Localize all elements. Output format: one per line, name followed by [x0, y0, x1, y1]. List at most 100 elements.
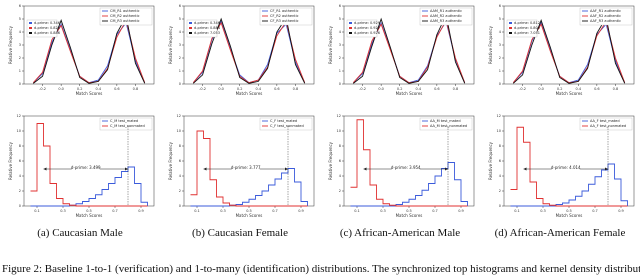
y-tick-label: 8	[19, 144, 21, 148]
x-axis-label: Match Scores	[76, 91, 103, 96]
y-axis-label: Relative Frequency	[488, 141, 493, 180]
legend-box	[579, 7, 633, 26]
x-tick-label: 0.6	[434, 87, 440, 91]
y-tick-label: 0	[179, 204, 181, 208]
arrow-head	[605, 167, 608, 171]
figure-caption: Figure 2: Baseline 1-to-1 (verification)…	[2, 263, 640, 275]
x-tick-label: 0.0	[218, 87, 224, 91]
series-line	[190, 130, 308, 207]
y-tick-label: 3	[339, 43, 341, 47]
x-tick-label: 0.7	[272, 209, 278, 213]
y-axis-label: Relative Frequency	[168, 25, 173, 64]
arrow-head	[125, 167, 128, 171]
x-tick-label: 0.4	[575, 87, 581, 91]
series-line	[30, 123, 148, 207]
x-axis-label: Match Scores	[236, 213, 263, 218]
annotation-bg	[231, 165, 260, 170]
arrow-head	[203, 167, 207, 171]
x-tick-label: 0.9	[298, 209, 304, 213]
y-tick-label: 0	[499, 204, 501, 208]
legend-label: C_F test_nonmated	[270, 124, 304, 128]
x-tick-label: 0.2	[237, 87, 243, 91]
x-tick-label: 0.9	[138, 209, 144, 213]
x-axis-label: Match Scores	[556, 213, 583, 218]
y-tick-label: 4	[499, 30, 502, 34]
series-line	[350, 119, 468, 207]
legend-label: C_M test_nonmated	[110, 124, 145, 128]
x-tick-label: 0.1	[194, 209, 200, 213]
legend-box	[99, 7, 153, 26]
annotation: d-prime: 0.886	[34, 31, 60, 35]
y-tick-label: 8	[499, 144, 501, 148]
x-tick-label: 0.2	[557, 87, 563, 91]
legend-label: AA_M test_nonmated	[430, 124, 467, 128]
x-tick-label: 0.2	[397, 87, 403, 91]
annotation-bg	[71, 165, 100, 170]
annotation-marker	[189, 27, 192, 29]
y-tick-label: 0	[19, 204, 21, 208]
annotation: d-prime: 0.812	[514, 21, 540, 25]
legend-label: AAM_R1 authentic	[430, 9, 462, 13]
y-tick-label: 0	[499, 82, 501, 86]
y-tick-label: 2	[19, 189, 21, 193]
y-tick-label: 6	[179, 4, 181, 8]
y-tick-label: 10	[17, 129, 21, 133]
annotation-marker	[509, 22, 512, 24]
subcaption: (d) African-American Female	[495, 227, 626, 239]
y-tick-label: 2	[339, 189, 341, 193]
annotation: d-prime: 7.053	[194, 31, 220, 35]
x-tick-label: 0.0	[538, 87, 544, 91]
annotation-box	[26, 19, 58, 38]
annotation: d-prime: 0.825	[34, 26, 60, 30]
x-tick-label: -0.2	[199, 87, 206, 91]
x-tick-label: -0.2	[39, 87, 46, 91]
y-tick-label: 8	[179, 144, 181, 148]
x-axis-label: Match Scores	[396, 91, 423, 96]
annotation-marker	[29, 27, 32, 29]
x-tick-label: 0.4	[255, 87, 261, 91]
y-tick-label: 10	[337, 129, 341, 133]
y-tick-label: 3	[499, 43, 501, 47]
annotation: d-prime: 4.014	[551, 165, 581, 170]
arrow-head	[523, 167, 527, 171]
y-axis-label: Relative Frequency	[8, 25, 13, 64]
annotation: d-prime: 3.954	[391, 165, 421, 170]
annotation: d-prime: 3.499	[71, 165, 101, 170]
y-axis-label: Relative Frequency	[328, 25, 333, 64]
x-tick-label: 0.8	[613, 87, 619, 91]
y-tick-label: 12	[337, 114, 341, 118]
legend-box	[419, 117, 473, 131]
x-axis-label: Match Scores	[236, 91, 263, 96]
x-tick-label: 0.5	[406, 209, 412, 213]
y-tick-label: 3	[179, 43, 181, 47]
x-tick-label: 0.4	[415, 87, 421, 91]
x-tick-label: 0.9	[618, 209, 624, 213]
legend-label: AAF_R3 authentic	[590, 19, 621, 23]
x-axis-label: Match Scores	[76, 213, 103, 218]
y-tick-label: 6	[499, 4, 501, 8]
y-tick-label: 1	[19, 69, 21, 73]
subcaption: (b) Caucasian Female	[192, 227, 288, 239]
legend-label: C_M test_mated	[110, 119, 138, 123]
legend-label: CF_R3 authentic	[270, 19, 299, 23]
annotation: d-prime: 0.884	[194, 26, 221, 30]
x-axis-label: Match Scores	[396, 213, 423, 218]
annotation-marker	[349, 22, 352, 24]
y-tick-label: 5	[179, 17, 181, 21]
x-tick-label: 0.6	[114, 87, 120, 91]
y-tick-label: 2	[499, 56, 501, 60]
annotation: d-prime: 3.777	[231, 165, 261, 170]
annotation-marker	[29, 32, 32, 34]
x-tick-label: 0.0	[378, 87, 384, 91]
annotation: d-prime: 7.051	[514, 31, 540, 35]
annotation-box	[346, 19, 378, 38]
subcaption: (c) African-American Male	[340, 227, 460, 239]
y-tick-label: 2	[339, 56, 341, 60]
x-tick-label: 0.7	[112, 209, 118, 213]
legend-label: CF_R2 authentic	[270, 14, 299, 18]
y-tick-label: 6	[339, 159, 341, 163]
y-axis-label: Relative Frequency	[168, 141, 173, 180]
x-tick-label: 0.1	[354, 209, 360, 213]
annotation: d-prime: 0.809	[514, 26, 540, 30]
annotation-marker	[349, 32, 352, 34]
